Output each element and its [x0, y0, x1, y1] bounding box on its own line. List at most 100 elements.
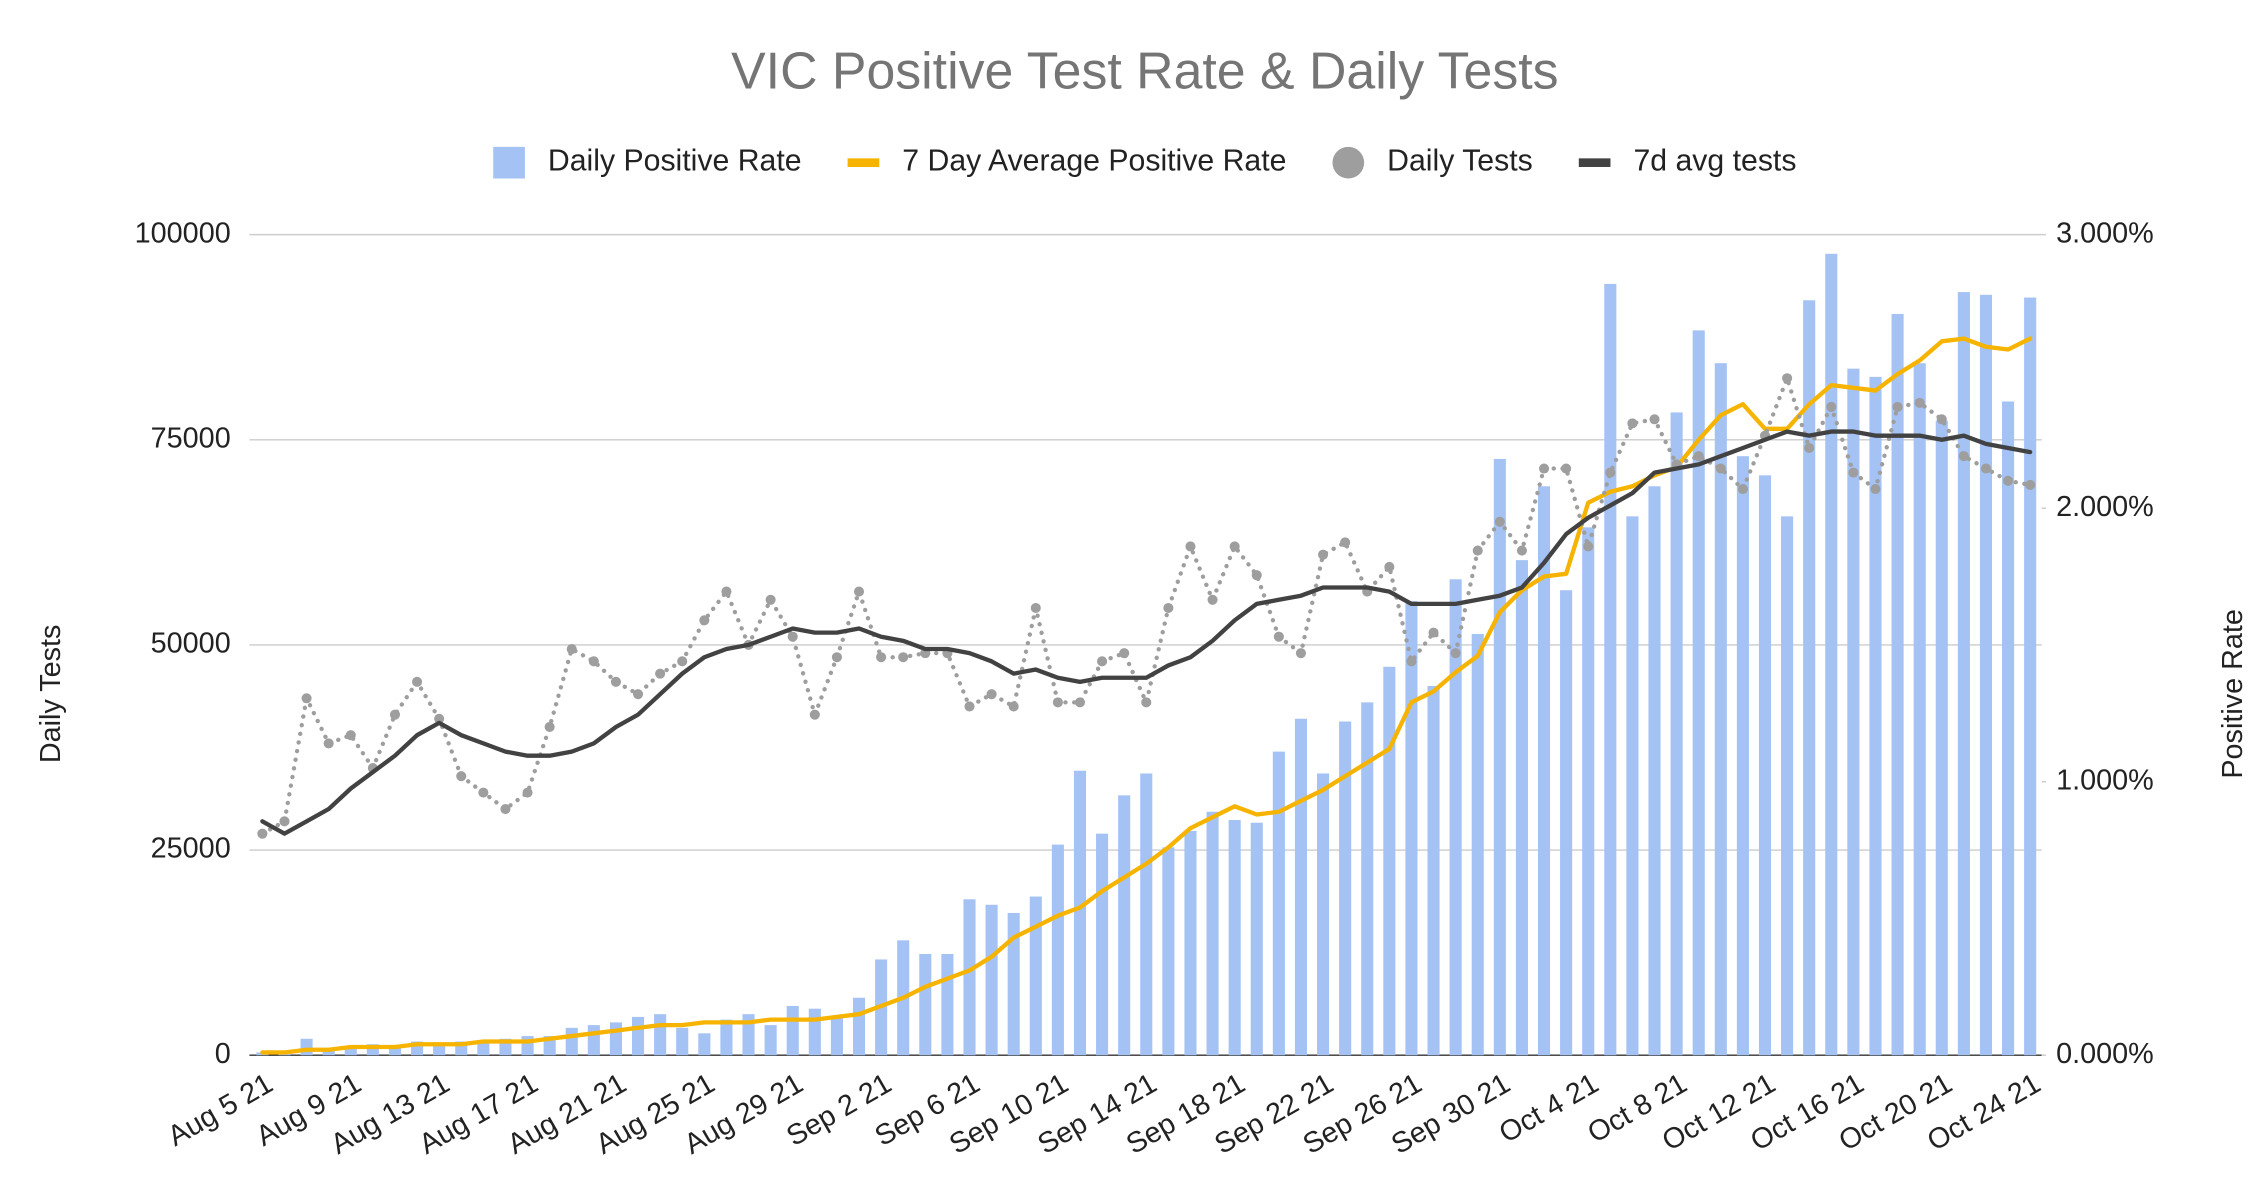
bar [1339, 721, 1352, 1056]
bar [1361, 702, 1374, 1056]
bar [720, 1019, 733, 1056]
legend-item: Daily Positive Rate [493, 145, 802, 179]
point [345, 730, 356, 741]
bar [1515, 560, 1528, 1056]
point [1494, 516, 1505, 527]
point [898, 652, 909, 663]
bar [477, 1041, 490, 1056]
bar [1007, 912, 1020, 1056]
bar [2024, 297, 2037, 1056]
point [1141, 697, 1152, 708]
bar [1427, 685, 1440, 1056]
bar [1626, 516, 1639, 1056]
point [1649, 414, 1660, 425]
x-tick-label: Oct 4 21 [1494, 1067, 1604, 1149]
bar [985, 904, 998, 1056]
bar [786, 1005, 799, 1056]
point [964, 701, 975, 712]
bar [609, 1022, 622, 1056]
point [1450, 648, 1461, 659]
bar [830, 1016, 843, 1056]
point [500, 803, 511, 815]
bar [1162, 847, 1175, 1056]
point [787, 631, 798, 642]
point [434, 713, 445, 724]
point [389, 709, 401, 720]
point [1428, 627, 1439, 638]
legend-label: Daily Tests [1387, 145, 1533, 178]
bar [1073, 770, 1087, 1056]
chart-title: VIC Positive Test Rate & Daily Tests [731, 42, 1558, 100]
series-line [260, 336, 2033, 1055]
point [1848, 467, 1859, 478]
point [1914, 397, 1925, 408]
bar [322, 1049, 335, 1056]
bar [1891, 313, 1904, 1056]
bar [1670, 412, 1683, 1056]
point [809, 709, 820, 720]
bar [1560, 590, 1573, 1056]
legend-label: 7 Day Average Positive Rate [902, 145, 1286, 178]
legend-item: Daily Tests [1332, 145, 1533, 179]
bar [852, 997, 866, 1056]
point [1472, 545, 1483, 556]
bar [1294, 718, 1308, 1056]
bar [1869, 376, 1882, 1056]
bar [433, 1044, 446, 1056]
point [522, 787, 533, 798]
bar [587, 1025, 600, 1056]
bar [1140, 773, 1153, 1056]
bar [1118, 795, 1131, 1056]
bar [764, 1025, 777, 1056]
point [1207, 594, 1218, 605]
bar [1604, 283, 1617, 1056]
point [1958, 451, 1969, 462]
bar [1803, 300, 1816, 1056]
point [1538, 463, 1550, 474]
bar [1781, 516, 1794, 1056]
bar [1913, 363, 1926, 1056]
bar [1493, 458, 1506, 1056]
bar [1758, 475, 1772, 1056]
bar [1184, 830, 1197, 1056]
bar [1648, 486, 1661, 1056]
y-tick-label: 0 [215, 1038, 231, 1070]
y-tick-label: 100000 [135, 217, 231, 249]
legend-swatch [847, 158, 880, 167]
point [1583, 541, 1594, 552]
y2-tick-label: 1.000% [2056, 764, 2154, 796]
point [1804, 442, 1815, 454]
point [323, 738, 334, 749]
point [610, 676, 621, 687]
bar [654, 1014, 667, 1056]
bar [963, 899, 976, 1056]
bar [1029, 896, 1042, 1056]
point [1273, 631, 1284, 642]
point [1030, 602, 1041, 614]
point [412, 676, 423, 687]
point [1826, 401, 1837, 413]
y2-tick-label: 3.000% [2056, 217, 2154, 249]
point [301, 693, 312, 704]
point [2003, 475, 2014, 486]
point [655, 668, 666, 679]
bar [1979, 294, 1993, 1056]
bar [1250, 822, 1263, 1056]
point [1074, 697, 1086, 708]
bar [1582, 527, 1595, 1056]
point [986, 689, 997, 700]
bar [1317, 773, 1330, 1056]
point [478, 787, 489, 798]
point [677, 656, 688, 667]
point [1229, 541, 1240, 552]
bar [1825, 253, 1838, 1056]
bar [344, 1046, 357, 1056]
legend-item: 7d avg tests [1578, 145, 1796, 178]
point [279, 816, 290, 827]
point [699, 615, 710, 626]
point [588, 656, 599, 667]
bar [676, 1027, 689, 1056]
y-tick-label: 25000 [151, 833, 231, 865]
